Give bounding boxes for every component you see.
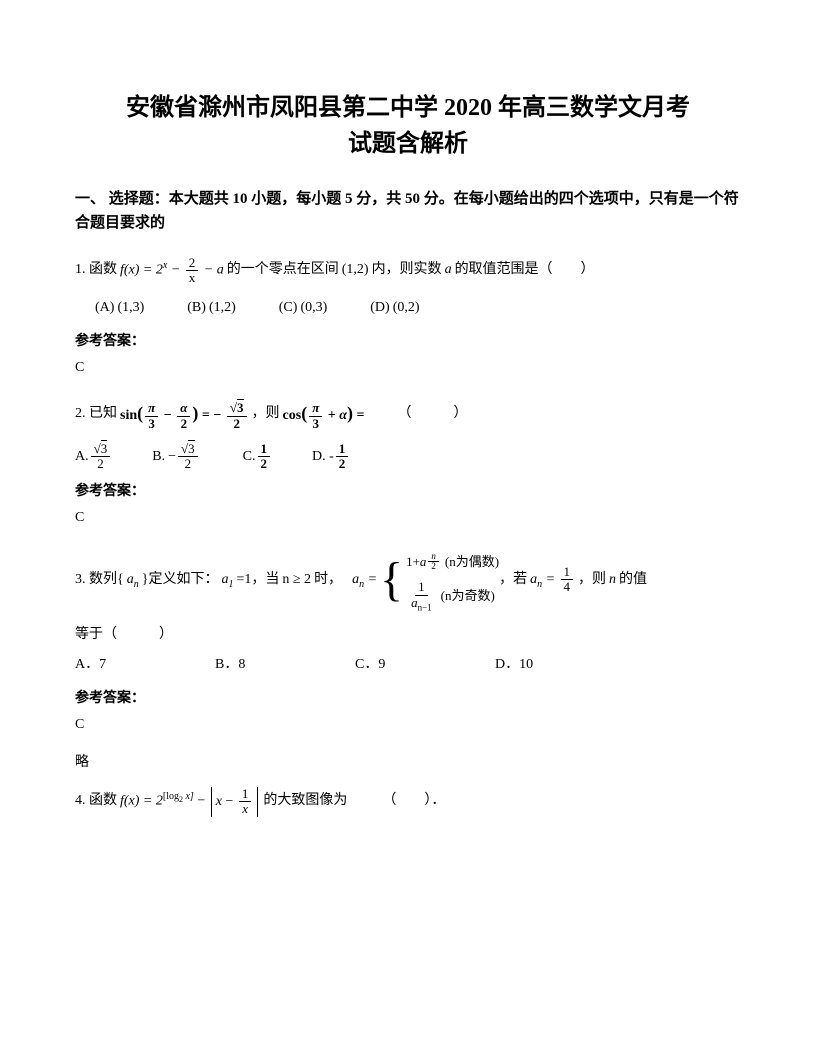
q1-options: (A) (1,3) (B) (1,2) (C) (0,3) (D) (0,2) — [75, 294, 741, 322]
section-header: 一、 选择题：本大题共 10 小题，每小题 5 分，共 50 分。在每小题给出的… — [75, 187, 741, 235]
q1-suffix: 的取值范围是（ ） — [455, 255, 595, 286]
q3-option-b: B．8 — [215, 651, 355, 679]
q4-suffix: 的大致图像为 （ ）． — [263, 786, 445, 817]
q3-eq1: =1，当 — [236, 565, 279, 596]
q3-mid4: ，则 — [578, 565, 606, 596]
question-1: 1. 函数 f(x) = 2x − 2 x − a 的一个零点在区间 (1,2)… — [75, 255, 741, 286]
q2-mid: ，则 — [252, 399, 280, 430]
q1-option-b: (B) (1,2) — [187, 294, 239, 322]
q3-an-val: an = 14 — [530, 565, 575, 596]
q2-option-a: A. √32 — [75, 442, 112, 472]
q1-answer: C — [75, 360, 741, 376]
q2-formula-sin: sin(π3 − α2) = − √32 — [120, 394, 249, 434]
q3-mid1: }定义如下： — [142, 565, 219, 596]
q3-mid2: 时， — [314, 565, 342, 596]
q3-answer-label: 参考答案： — [75, 687, 741, 707]
q3-answer: C — [75, 717, 741, 733]
q2-option-c: C. 12 — [243, 442, 272, 472]
q1-fraction: 2 x — [186, 256, 199, 286]
q4-formula: f(x) = 2[log2 x] − x − 1x — [120, 786, 260, 817]
q2-option-b: B. −√32 — [152, 442, 202, 472]
question-2: 2. 已知 sin(π3 − α2) = − √32 ，则 cos(π3 + α… — [75, 394, 741, 434]
q3-option-c: C．9 — [355, 651, 495, 679]
q1-formula: f(x) = 2x − 2 x − a — [120, 255, 224, 286]
q3-case-2: 1an−1 (n为奇数) — [406, 578, 499, 615]
q3-an: an — [127, 565, 139, 596]
q3-cond: n ≥ 2 — [282, 565, 311, 596]
q1-prefix: 1. 函数 — [75, 255, 117, 286]
q3-piecewise: { 1+an2 (n为偶数) 1an−1 (n为奇数) — [380, 546, 499, 615]
exam-title: 安徽省滁州市凤阳县第二中学 2020 年高三数学文月考 试题含解析 — [75, 90, 741, 162]
q1-mid1: 的一个零点在区间 — [227, 255, 339, 286]
question-4: 4. 函数 f(x) = 2[log2 x] − x − 1x 的大致图像为 （… — [75, 786, 741, 817]
q1-interval: (1,2) — [342, 255, 369, 286]
q3-option-d: D．10 — [495, 651, 635, 679]
q2-prefix: 2. 已知 — [75, 399, 117, 430]
brace-icon: { — [380, 561, 403, 599]
q3-note: 略 — [75, 751, 741, 771]
q2-suffix: （ ） — [398, 399, 468, 430]
q1-var: a — [445, 255, 452, 286]
question-3: 3. 数列{ an }定义如下： a1 =1，当 n ≥ 2 时， an = {… — [75, 546, 741, 615]
q1-option-d: (D) (0,2) — [370, 294, 422, 322]
q3-option-a: A．7 — [75, 651, 215, 679]
q1-mid2: 内，则实数 — [372, 255, 442, 286]
q3-options: A．7 B．8 C．9 D．10 — [75, 651, 741, 679]
q3-case-1: 1+an2 (n为偶数) — [406, 546, 499, 579]
q2-option-d: D. - 12 — [312, 442, 350, 472]
q2-answer: C — [75, 510, 741, 526]
q3-an-eq: an = — [352, 565, 377, 596]
q3-prefix: 3. 数列{ — [75, 565, 124, 596]
q1-option-a: (A) (1,3) — [95, 294, 147, 322]
title-line-1: 安徽省滁州市凤阳县第二中学 2020 年高三数学文月考 — [126, 95, 690, 121]
q3-mid3: ，若 — [499, 565, 527, 596]
title-line-2: 试题含解析 — [348, 131, 468, 157]
q1-option-c: (C) (0,3) — [279, 294, 331, 322]
q2-formula-cos: cos(π3 + α) = — [283, 394, 365, 434]
q3-line2: 等于（ ） — [75, 623, 741, 643]
q2-options: A. √32 B. −√32 C. 12 D. - 12 — [75, 442, 741, 472]
q2-answer-label: 参考答案： — [75, 480, 741, 500]
q3-var-n: n — [609, 565, 616, 596]
q1-answer-label: 参考答案： — [75, 330, 741, 350]
q4-prefix: 4. 函数 — [75, 786, 117, 817]
q3-suffix: 的值 — [619, 565, 647, 596]
q3-a1: a1 — [221, 565, 233, 596]
